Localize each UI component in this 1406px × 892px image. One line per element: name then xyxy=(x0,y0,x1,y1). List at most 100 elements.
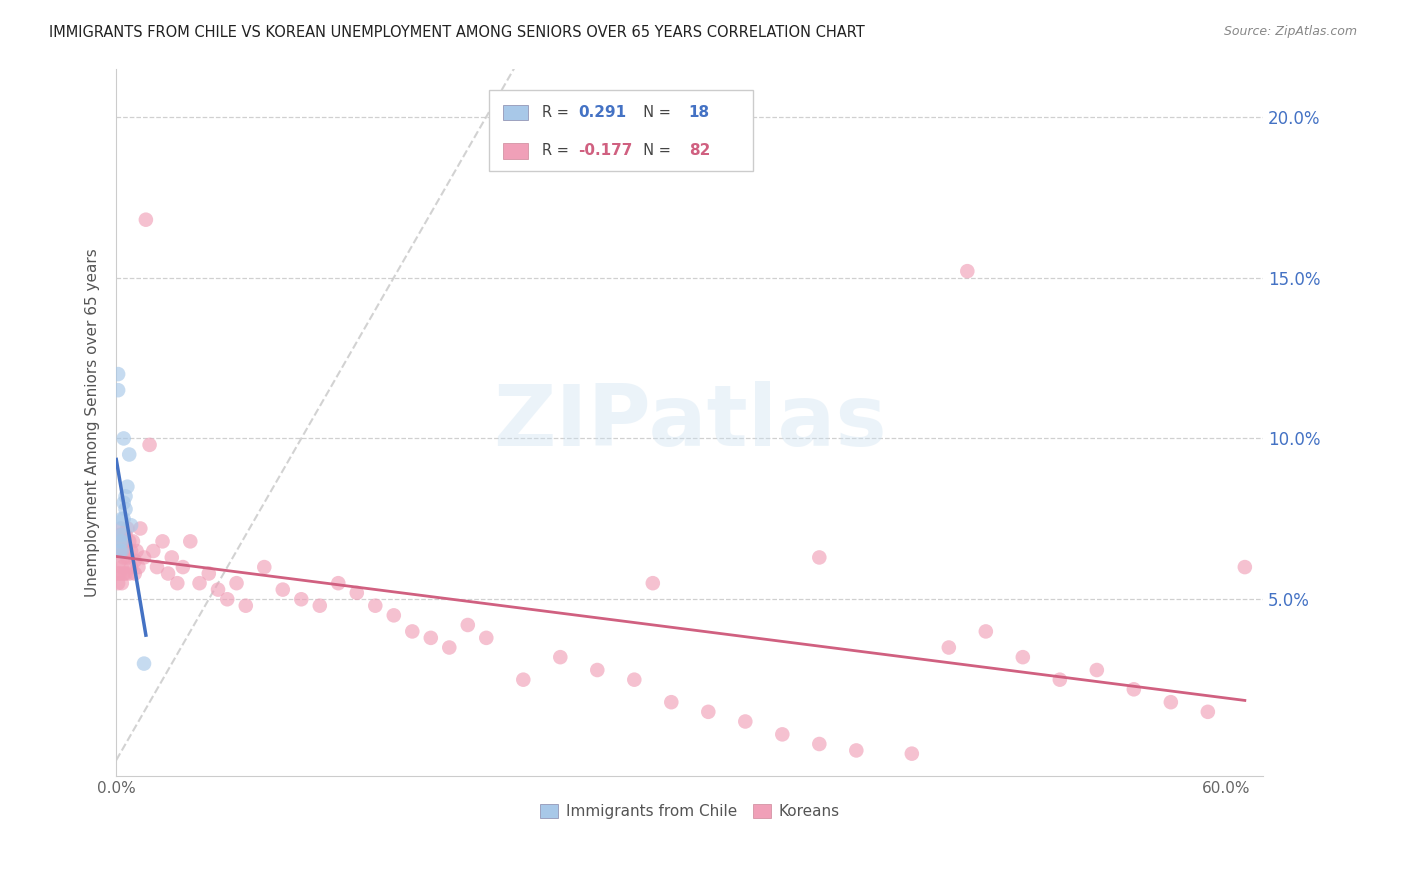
Point xyxy=(166,576,188,591)
Point xyxy=(235,599,257,613)
Point xyxy=(346,586,368,600)
Text: Source: ZipAtlas.com: Source: ZipAtlas.com xyxy=(1223,25,1357,38)
Point xyxy=(114,502,136,516)
Point xyxy=(808,550,831,565)
Point xyxy=(1122,682,1144,697)
Point xyxy=(108,521,131,535)
Point xyxy=(108,554,131,568)
Point xyxy=(475,631,498,645)
Point xyxy=(111,521,134,535)
Point xyxy=(512,673,534,687)
Point xyxy=(138,438,160,452)
Point xyxy=(188,576,211,591)
Text: 0.291: 0.291 xyxy=(578,105,627,120)
Point xyxy=(111,528,134,542)
Point xyxy=(107,576,129,591)
Point xyxy=(697,705,720,719)
Point xyxy=(111,512,134,526)
Point xyxy=(111,576,134,591)
Text: 82: 82 xyxy=(689,144,710,158)
Point xyxy=(111,534,134,549)
Point xyxy=(112,432,135,446)
Point xyxy=(107,367,129,381)
Point xyxy=(734,714,756,729)
Point xyxy=(112,512,135,526)
Point xyxy=(328,576,350,591)
Point xyxy=(108,534,131,549)
Point xyxy=(308,599,330,613)
Text: R =: R = xyxy=(541,144,574,158)
Y-axis label: Unemployment Among Seniors over 65 years: Unemployment Among Seniors over 65 years xyxy=(86,248,100,597)
Point xyxy=(641,576,664,591)
Point xyxy=(142,544,165,558)
Point xyxy=(207,582,229,597)
Text: -0.177: -0.177 xyxy=(578,144,633,158)
Point xyxy=(439,640,461,655)
Point xyxy=(108,534,131,549)
Point xyxy=(401,624,423,639)
Point xyxy=(125,544,148,558)
Point xyxy=(172,560,194,574)
FancyBboxPatch shape xyxy=(489,90,752,171)
Point xyxy=(111,560,134,574)
Point xyxy=(157,566,180,581)
Point xyxy=(108,544,131,558)
Text: N =: N = xyxy=(634,105,675,120)
Point xyxy=(108,566,131,581)
Point xyxy=(1233,560,1256,574)
Point xyxy=(114,528,136,542)
Point xyxy=(132,657,155,671)
Point xyxy=(956,264,979,278)
Point xyxy=(271,582,294,597)
Point xyxy=(290,592,312,607)
Point xyxy=(117,521,139,535)
Point xyxy=(120,560,142,574)
Point xyxy=(217,592,239,607)
Point xyxy=(117,550,139,565)
Point xyxy=(1049,673,1071,687)
Point xyxy=(107,383,129,397)
Point xyxy=(114,489,136,503)
Point xyxy=(124,554,146,568)
Bar xyxy=(503,143,529,159)
Point xyxy=(118,448,141,462)
Point xyxy=(586,663,609,677)
Point xyxy=(111,544,134,558)
Point xyxy=(457,618,479,632)
Bar xyxy=(503,104,529,120)
Point xyxy=(114,544,136,558)
Point xyxy=(112,496,135,510)
Point xyxy=(1011,650,1033,665)
Point xyxy=(1197,705,1219,719)
Point xyxy=(974,624,997,639)
Point xyxy=(1160,695,1182,709)
Point xyxy=(111,544,134,558)
Point xyxy=(197,566,219,581)
Point xyxy=(107,544,129,558)
Point xyxy=(901,747,924,761)
Point xyxy=(808,737,831,751)
Point xyxy=(659,695,682,709)
Point xyxy=(382,608,405,623)
Point xyxy=(253,560,276,574)
Text: N =: N = xyxy=(634,144,675,158)
Point xyxy=(1085,663,1108,677)
Point xyxy=(179,534,201,549)
Point xyxy=(124,566,146,581)
Point xyxy=(112,534,135,549)
Point xyxy=(845,743,868,757)
Point xyxy=(550,650,572,665)
Point xyxy=(120,544,142,558)
Point xyxy=(120,518,142,533)
Point xyxy=(114,566,136,581)
Point xyxy=(146,560,169,574)
Point xyxy=(108,528,131,542)
Text: 18: 18 xyxy=(689,105,710,120)
Point xyxy=(117,480,139,494)
Point xyxy=(118,534,141,549)
Point xyxy=(770,727,793,741)
Point xyxy=(938,640,960,655)
Point xyxy=(129,521,152,535)
Point xyxy=(225,576,247,591)
Text: IMMIGRANTS FROM CHILE VS KOREAN UNEMPLOYMENT AMONG SENIORS OVER 65 YEARS CORRELA: IMMIGRANTS FROM CHILE VS KOREAN UNEMPLOY… xyxy=(49,25,865,40)
